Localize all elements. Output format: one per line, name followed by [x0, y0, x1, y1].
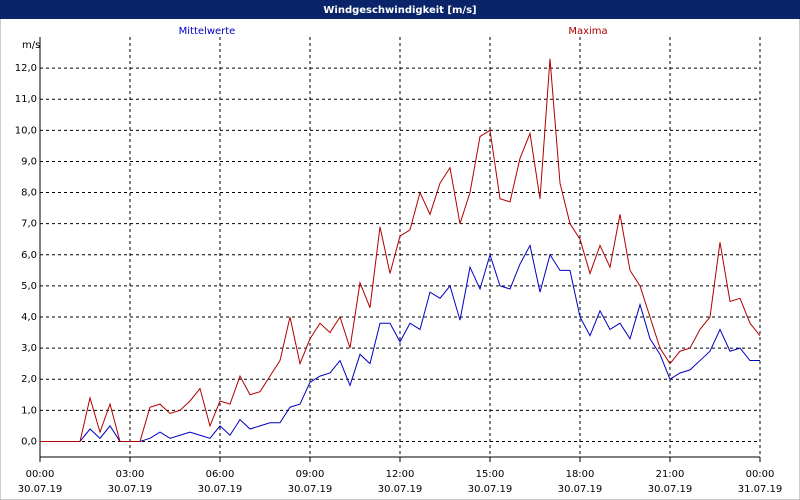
x-tick-date: 31.07.19 [738, 484, 783, 495]
x-tick-date: 30.07.19 [108, 484, 153, 495]
x-tick-label: 00:00 [26, 469, 55, 480]
legend-label: Maxima [568, 26, 607, 37]
x-tick-label: 15:00 [476, 469, 505, 480]
title-bar [0, 0, 800, 19]
legend-label: Mittelwerte [179, 26, 236, 37]
x-tick-label: 12:00 [386, 469, 415, 480]
chart-title: Windgeschwindigkeit [m/s] [323, 5, 476, 16]
y-tick-label: 3,0 [21, 343, 37, 354]
x-tick-label: 00:00 [746, 469, 775, 480]
y-tick-label: 6,0 [21, 250, 37, 261]
x-tick-date: 30.07.19 [18, 484, 63, 495]
x-tick-label: 03:00 [116, 469, 145, 480]
y-tick-label: 0,0 [21, 436, 37, 447]
y-tick-label: 8,0 [21, 188, 37, 199]
y-tick-label: 2,0 [21, 374, 37, 385]
x-tick-label: 21:00 [656, 469, 685, 480]
x-tick-label: 09:00 [296, 469, 325, 480]
x-tick-label: 18:00 [566, 469, 595, 480]
y-tick-label: 12,0 [15, 63, 37, 74]
y-tick-label: 11,0 [15, 94, 37, 105]
y-tick-label: 5,0 [21, 281, 37, 292]
y-tick-label: 4,0 [21, 312, 37, 323]
series-line [40, 244, 760, 442]
x-tick-date: 30.07.19 [468, 484, 513, 495]
y-tick-label: 10,0 [15, 125, 37, 136]
x-tick-date: 30.07.19 [378, 484, 423, 495]
x-tick-label: 06:00 [206, 469, 235, 480]
y-tick-label: 7,0 [21, 219, 37, 230]
x-tick-date: 30.07.19 [198, 484, 243, 495]
y-tick-label: 1,0 [21, 405, 37, 416]
x-tick-date: 30.07.19 [558, 484, 603, 495]
series-line [40, 58, 761, 442]
x-tick-date: 30.07.19 [648, 484, 693, 495]
x-tick-date: 30.07.19 [288, 484, 333, 495]
y-unit: m/s [22, 40, 40, 51]
y-tick-label: 9,0 [21, 156, 37, 167]
